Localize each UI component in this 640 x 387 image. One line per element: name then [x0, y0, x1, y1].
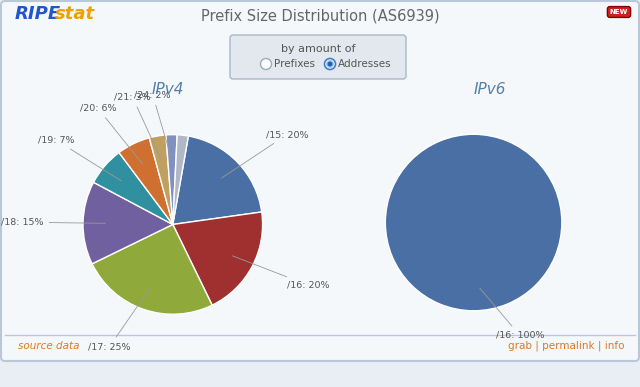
Text: /16: 20%: /16: 20% — [232, 256, 330, 289]
Text: /20: 6%: /20: 6% — [79, 104, 143, 164]
Text: stat: stat — [55, 5, 95, 23]
Wedge shape — [83, 182, 173, 264]
Text: /21: 3%: /21: 3% — [114, 92, 161, 158]
Text: NEW: NEW — [610, 9, 628, 15]
Circle shape — [328, 62, 333, 67]
Text: IPv4: IPv4 — [152, 82, 184, 96]
Wedge shape — [93, 152, 173, 224]
Circle shape — [324, 58, 335, 70]
Text: Addresses: Addresses — [338, 59, 392, 69]
Wedge shape — [92, 224, 212, 314]
Wedge shape — [385, 134, 562, 311]
Text: /17: 25%: /17: 25% — [88, 288, 150, 351]
Text: IPv6: IPv6 — [474, 82, 506, 96]
FancyBboxPatch shape — [230, 35, 406, 79]
Wedge shape — [119, 138, 173, 224]
Text: RIPE: RIPE — [15, 5, 61, 23]
Text: /16: 100%: /16: 100% — [480, 288, 544, 340]
Wedge shape — [173, 135, 188, 224]
Text: by amount of: by amount of — [281, 44, 355, 54]
Wedge shape — [173, 136, 262, 224]
FancyBboxPatch shape — [1, 1, 639, 361]
Circle shape — [260, 58, 271, 70]
Text: /19: 7%: /19: 7% — [38, 136, 122, 181]
Text: /24: 2%: /24: 2% — [134, 91, 171, 157]
Text: /18: 15%: /18: 15% — [1, 218, 106, 227]
Wedge shape — [173, 212, 262, 305]
Wedge shape — [149, 135, 173, 224]
Circle shape — [326, 60, 334, 68]
Text: source data: source data — [18, 341, 79, 351]
Text: Prefixes: Prefixes — [274, 59, 315, 69]
Text: Prefix Size Distribution (AS6939): Prefix Size Distribution (AS6939) — [201, 9, 439, 24]
Wedge shape — [166, 135, 177, 224]
Text: grab | permalink | info: grab | permalink | info — [509, 341, 625, 351]
Text: /15: 20%: /15: 20% — [221, 130, 308, 178]
